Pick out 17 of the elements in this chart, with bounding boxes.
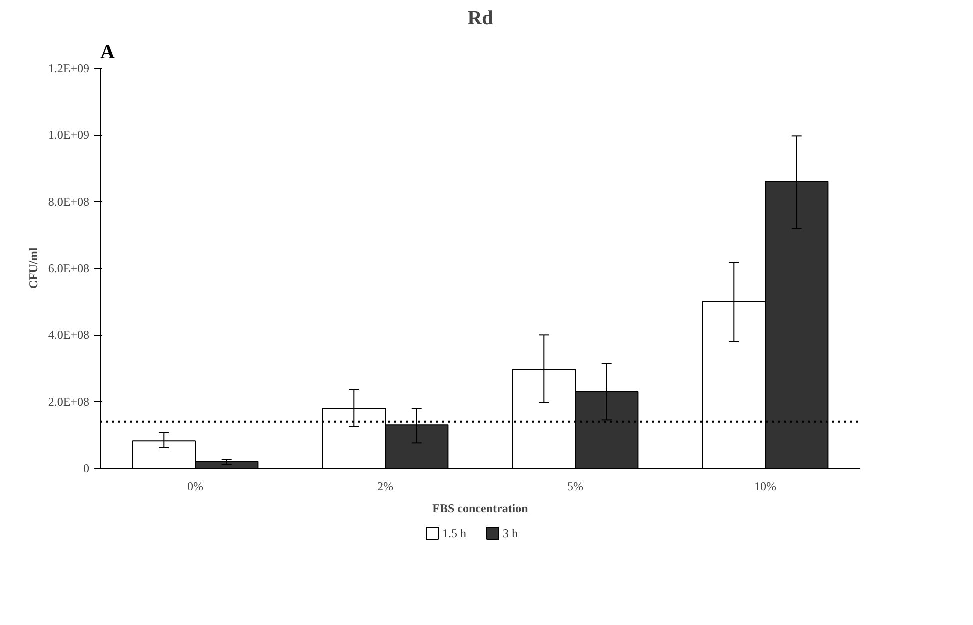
y-tick-label: 6.0E+08 (48, 262, 90, 276)
y-tick-label: 4.0E+08 (48, 328, 90, 342)
y-axis-title: CFU/ml (26, 247, 40, 290)
x-axis-title: FBS concentration (432, 502, 529, 516)
y-tick-label: 8.0E+08 (48, 194, 90, 209)
y-tick-label: 0 (84, 462, 90, 476)
y-tick-label: 2.0E+08 (48, 394, 90, 409)
x-tick-label: 5% (568, 480, 584, 494)
chart-title: Rd (468, 8, 494, 30)
x-tick-label: 10% (754, 480, 776, 494)
legend-label: 3 h (503, 526, 518, 540)
y-tick-label: 1.0E+09 (48, 128, 90, 142)
y-tick-label: 1.2E+09 (48, 62, 90, 76)
text: A (100, 42, 116, 64)
x-tick-label: 2% (378, 480, 394, 494)
legend-label: 1.5 h (442, 526, 466, 540)
x-tick-label: 0% (188, 480, 204, 494)
